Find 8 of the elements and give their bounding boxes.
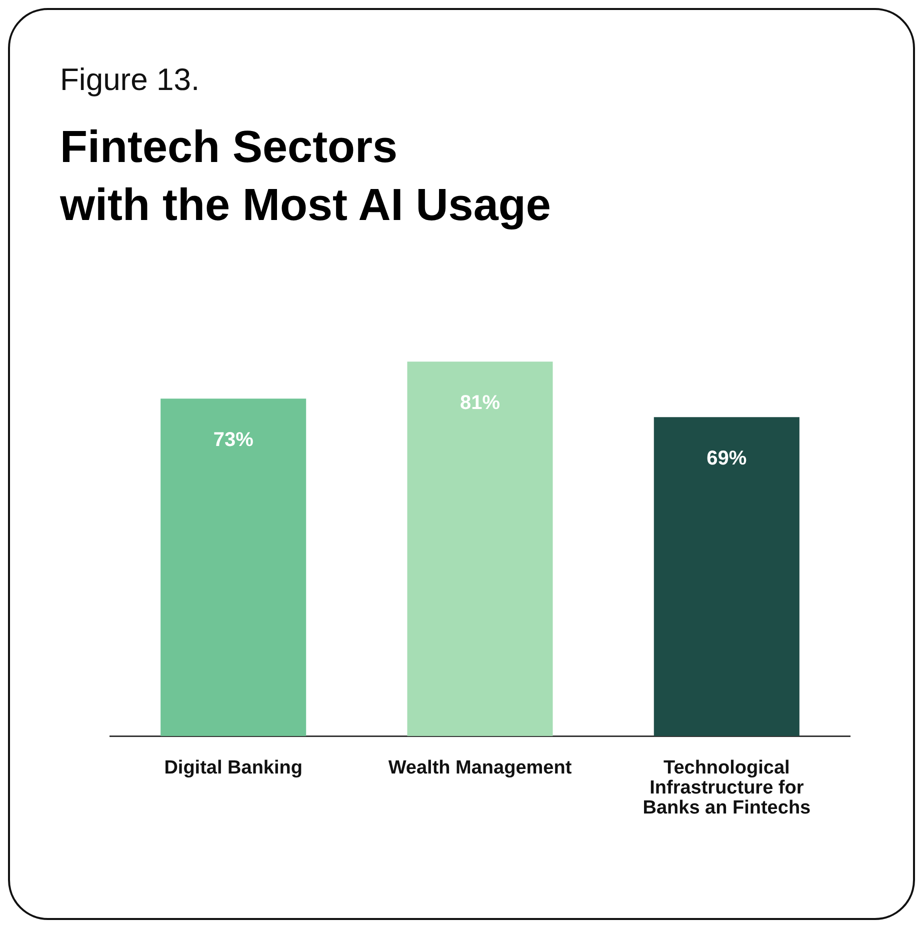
chart-subtitle: Figure 13. <box>60 62 200 98</box>
x-tick-label: Digital Banking <box>164 757 302 778</box>
data-label: 73% <box>213 429 254 452</box>
data-label: 81% <box>460 392 500 414</box>
chart-title: Fintech Sectors with the Most AI Usage <box>60 120 551 232</box>
x-tick-label: Technological Infrastructure for Banks an Fintechs <box>642 757 811 818</box>
data-label: 69% <box>706 448 747 470</box>
x-tick-label: Wealth Management <box>388 757 572 778</box>
